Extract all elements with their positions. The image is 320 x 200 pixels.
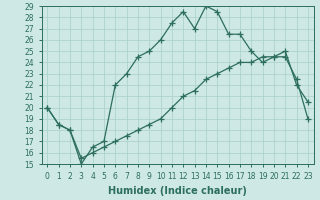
X-axis label: Humidex (Indice chaleur): Humidex (Indice chaleur) — [108, 186, 247, 196]
